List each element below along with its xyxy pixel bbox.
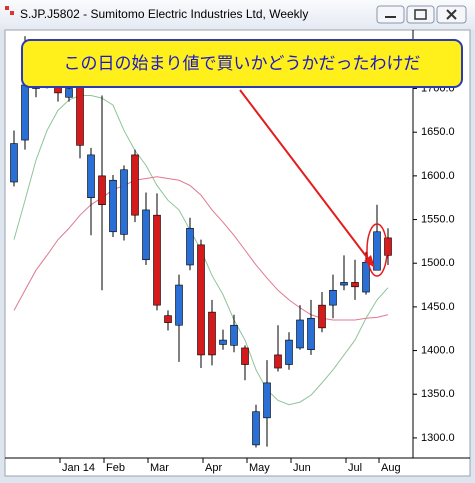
candle-body	[252, 411, 260, 446]
arrow-head	[364, 255, 375, 268]
candle-body	[285, 339, 293, 365]
candle-body	[153, 214, 161, 306]
y-tick-label: 1300.0	[421, 432, 455, 444]
candle-body	[120, 169, 128, 235]
chart-panel	[4, 29, 471, 477]
minimize-button[interactable]	[376, 5, 405, 24]
y-tick-label: 1350.0	[421, 388, 455, 400]
candle-body	[21, 84, 29, 141]
candle-body	[230, 324, 238, 346]
candle-body	[263, 382, 271, 419]
candle-body	[373, 231, 381, 271]
candle-body	[296, 319, 304, 349]
candle-body	[65, 88, 73, 98]
x-tick-label: Jun	[293, 462, 311, 474]
x-tick-label: Mar	[150, 462, 169, 474]
candle-body	[219, 339, 227, 345]
candle-body	[362, 262, 370, 293]
candle-body	[241, 347, 249, 365]
close-icon	[446, 9, 457, 20]
candle-body	[142, 209, 150, 261]
app-icon	[5, 6, 9, 10]
x-tick-label: Jan 14	[62, 462, 95, 474]
candle-body	[208, 311, 216, 356]
y-tick-label: 1600.0	[421, 170, 455, 182]
candle-body	[98, 175, 106, 205]
x-tick-label: Feb	[106, 462, 125, 474]
annotation-text: この日の始まり値で買いかどうかだったわけだ	[64, 54, 421, 74]
y-tick-label: 1450.0	[421, 301, 455, 313]
candle-body	[351, 282, 359, 288]
y-tick-label: 1500.0	[421, 257, 455, 269]
candle-body	[186, 227, 194, 266]
candle-body	[175, 284, 183, 326]
annotation-box	[21, 39, 463, 88]
y-tick-label: 1400.0	[421, 344, 455, 356]
candle-body	[131, 154, 139, 216]
candle-body	[197, 244, 205, 356]
app-icon	[10, 11, 14, 15]
candle-body	[318, 304, 326, 329]
candle-body	[384, 237, 392, 256]
candle-body	[274, 354, 282, 369]
x-tick-label: Aug	[381, 462, 401, 474]
maximize-icon	[414, 9, 427, 20]
x-tick-label: Jul	[348, 462, 362, 474]
candle-body	[87, 154, 95, 199]
y-tick-label: 1550.0	[421, 213, 455, 225]
y-tick-label: 1650.0	[421, 126, 455, 138]
highlight-circle	[366, 223, 388, 277]
x-tick-label: May	[249, 462, 270, 474]
candle-body	[164, 315, 172, 323]
candle-body	[340, 282, 348, 286]
candle-body	[307, 317, 315, 350]
candle-body	[329, 289, 337, 306]
candle-body	[10, 143, 18, 183]
candle-body	[109, 179, 117, 233]
maximize-button[interactable]	[406, 5, 435, 24]
x-tick-label: Apr	[205, 462, 222, 474]
window-title: S.JP.J5802 - Sumitomo Electric Industrie…	[20, 7, 308, 21]
candle-body	[76, 84, 84, 146]
annotation-arrow	[239, 89, 373, 265]
